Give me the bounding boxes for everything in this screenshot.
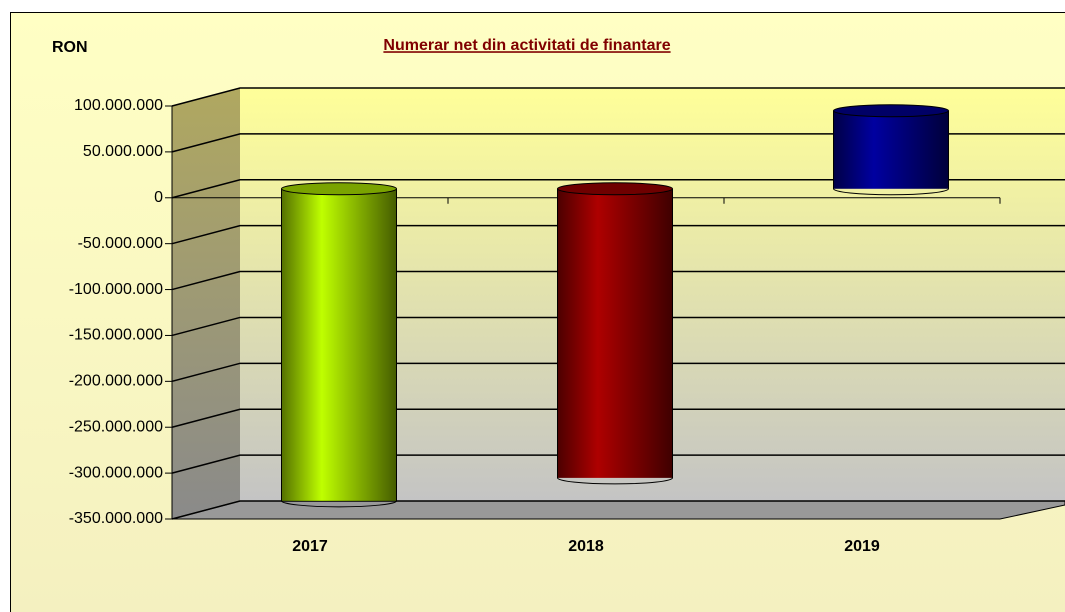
grid-line bbox=[171, 362, 1065, 383]
bar-top bbox=[557, 182, 673, 196]
x-tick-label: 2018 bbox=[568, 538, 604, 555]
grid-line bbox=[171, 179, 1065, 199]
y-tick-label: 0 bbox=[154, 189, 163, 206]
grid-line bbox=[171, 224, 1065, 245]
x-tick-label: 2019 bbox=[844, 538, 880, 555]
grid-line bbox=[171, 454, 1065, 474]
chart-title: Numerar net din activitati de finantare bbox=[383, 37, 670, 54]
grid-line bbox=[171, 87, 1065, 107]
y-tick-label: -200.000.000 bbox=[69, 373, 163, 390]
grid-line bbox=[171, 270, 1065, 291]
bar bbox=[833, 110, 949, 189]
y-tick-label: -300.000.000 bbox=[69, 464, 163, 481]
bar-side bbox=[833, 110, 949, 196]
bar-side bbox=[557, 188, 673, 485]
side-wall bbox=[172, 88, 240, 519]
bar bbox=[281, 188, 397, 501]
grid-line bbox=[171, 316, 1065, 337]
y-tick-label: -350.000.000 bbox=[69, 510, 163, 527]
grid-line bbox=[171, 500, 1065, 520]
floor bbox=[171, 500, 1065, 520]
y-tick-label: -50.000.000 bbox=[78, 235, 164, 252]
y-tick-label: -150.000.000 bbox=[69, 327, 163, 344]
x-tick-label: 2017 bbox=[292, 538, 328, 555]
bar-top bbox=[833, 104, 949, 118]
bar-side bbox=[281, 188, 397, 508]
grid-line bbox=[171, 408, 1065, 428]
y-tick-label: -250.000.000 bbox=[69, 418, 163, 435]
bar-top bbox=[281, 182, 397, 196]
y-tick-label: 100.000.000 bbox=[74, 97, 163, 114]
y-tick-label: 50.000.000 bbox=[83, 143, 163, 160]
bar bbox=[557, 188, 673, 478]
unit-label: RON bbox=[52, 39, 88, 56]
y-tick-label: -100.000.000 bbox=[69, 281, 163, 298]
grid-line bbox=[171, 133, 1065, 153]
